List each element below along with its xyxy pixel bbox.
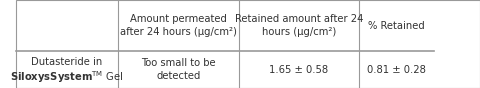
Text: $\mathbf{SiloxysSystem}^{\mathrm{TM}}$ Gel: $\mathbf{SiloxysSystem}^{\mathrm{TM}}$ G… [10,70,123,85]
Text: 0.81 ± 0.28: 0.81 ± 0.28 [367,65,426,75]
Text: Too small to be
detected: Too small to be detected [141,58,216,81]
Text: Dutasteride in: Dutasteride in [31,56,102,67]
Text: Retained amount after 24
hours (μg/cm²): Retained amount after 24 hours (μg/cm²) [235,14,363,37]
Text: 1.65 ± 0.58: 1.65 ± 0.58 [269,65,328,75]
Text: Amount permeated
after 24 hours (μg/cm²): Amount permeated after 24 hours (μg/cm²) [120,14,237,37]
Text: % Retained: % Retained [368,21,425,31]
